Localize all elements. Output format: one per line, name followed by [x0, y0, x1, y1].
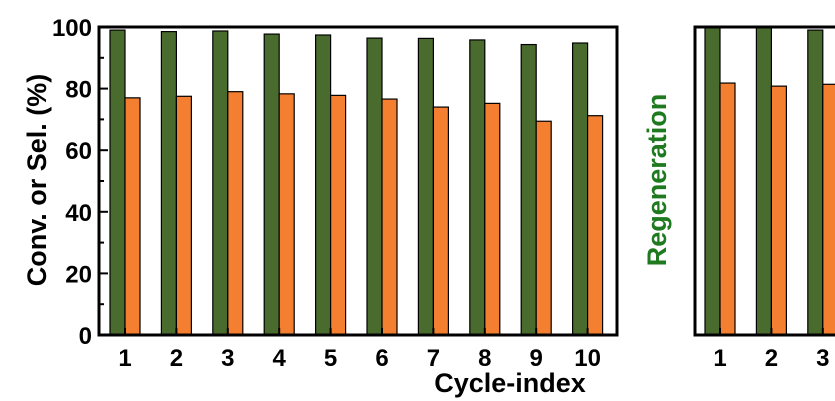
x-tick-label: 3	[816, 345, 829, 372]
y-axis-title: Conv. or Sel. (%)	[22, 74, 52, 287]
regeneration-label: Regeneration	[642, 94, 672, 267]
bar-series1-cycle-2	[160, 31, 177, 336]
bar-series1-cycle-7	[417, 37, 434, 336]
bar-series2-cycle-8	[484, 102, 501, 336]
bar-series1-cycle-8	[469, 39, 486, 336]
x-tick-label: 6	[375, 345, 388, 372]
bar-series1-cycle-10	[571, 42, 589, 336]
bar-series1-cycle-4	[263, 33, 280, 336]
bar-series1-cycle-1	[109, 29, 126, 336]
bar-series2-cycle-1	[719, 82, 736, 336]
x-tick-label: 5	[324, 345, 337, 372]
bar-series2-cycle-7	[432, 106, 449, 336]
y-tick-label: 60	[65, 138, 92, 165]
plot-frame	[693, 25, 835, 337]
x-tick-label: 7	[427, 345, 440, 372]
x-tick-label: 9	[530, 345, 543, 372]
x-tick-label: 10	[574, 345, 601, 372]
bar-series2-cycle-6	[381, 98, 398, 336]
y-tick-label: 40	[65, 200, 92, 227]
bar-series1-cycle-6	[366, 37, 383, 336]
bar-series1-cycle-3	[807, 29, 824, 336]
x-tick-label: 8	[478, 345, 491, 372]
bar-series1-cycle-9	[520, 43, 537, 336]
x-tick-label: 4	[273, 345, 287, 372]
bar-series1-cycle-5	[315, 34, 332, 336]
bar-series2-cycle-2	[770, 85, 788, 336]
bar-series2-cycle-5	[330, 94, 347, 336]
x-tick-label: 2	[170, 345, 183, 372]
y-tick-label: 80	[65, 77, 92, 104]
bar-series2-cycle-2	[175, 95, 192, 336]
y-tick-label: 100	[52, 15, 92, 42]
bar-series2-cycle-1	[124, 97, 141, 336]
bar-series2-cycle-10	[586, 115, 604, 336]
bar-series2-cycle-9	[535, 120, 552, 336]
chart-panel-cycles: 0 20 40 60 80 100 1 2 3 4 5 6 7 8 9 10	[52, 15, 619, 372]
bar-series2-cycle-4	[278, 93, 295, 336]
bar-series2-cycle-3	[227, 91, 244, 336]
y-tick-label: 0	[79, 323, 92, 350]
chart-panel-regeneration: 1 2 3	[693, 25, 835, 372]
x-tick-label: 1	[713, 345, 726, 372]
bar-series2-cycle-3	[822, 83, 835, 336]
bar-series1-cycle-1	[704, 26, 721, 336]
y-tick-label: 20	[65, 261, 92, 288]
x-axis-title: Cycle-index	[434, 368, 586, 398]
x-tick-label: 1	[118, 345, 131, 372]
bar-series1-cycle-3	[212, 30, 229, 336]
x-tick-label: 2	[765, 345, 778, 372]
x-tick-label: 3	[221, 345, 234, 372]
bar-series1-cycle-2	[755, 26, 773, 336]
